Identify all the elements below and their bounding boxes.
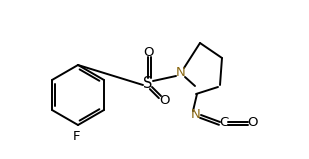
Text: O: O [143, 45, 153, 59]
Text: S: S [143, 76, 153, 90]
Text: C: C [219, 115, 229, 128]
Text: O: O [247, 115, 257, 128]
Text: N: N [176, 66, 186, 79]
Text: O: O [160, 93, 170, 107]
Text: F: F [72, 130, 80, 143]
Text: N: N [191, 108, 201, 121]
